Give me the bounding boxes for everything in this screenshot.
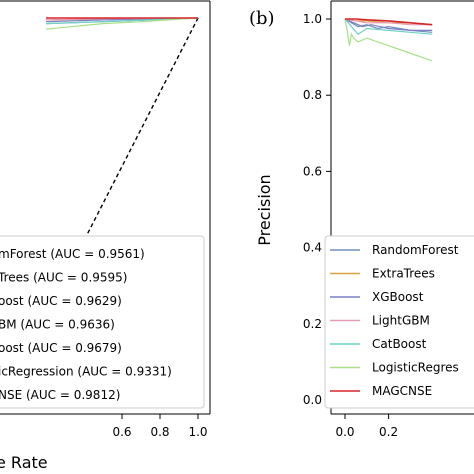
panel-b-y-tick-label-1: 0.0	[303, 393, 322, 407]
panel-b-series-line-7	[345, 18, 433, 26]
panel-b-y-tick-label-2: 0.2	[303, 317, 322, 331]
panel-a-x-tick-label-1: 0.6	[112, 425, 131, 439]
panel-b-label: (b)	[249, 8, 275, 29]
panel-a-legend-label-2: Trees (AUC = 0.9595)	[0, 271, 127, 285]
panel-a-x-tick-label-3: 1.0	[188, 425, 207, 439]
panel-b-y-tick-label-5: 0.8	[303, 88, 322, 102]
panel-a-x-tick-label-2: 0.8	[150, 425, 169, 439]
panel-b-series-line-5	[344, 18, 433, 35]
panel-b-legend-label-4: LightGBM	[372, 314, 430, 328]
panel-b-precision-chart: (b) Precision 0.00.20.40.60.81.00.0 0.2Ra…	[249, 0, 474, 439]
panel-b-y-axis-label: Precision	[255, 174, 274, 245]
panel-a-legend: mForest (AUC = 0.9561) Trees (AUC = 0.959…	[0, 235, 205, 409]
panel-b-legend-label-3: XGBoost	[372, 290, 424, 304]
panel-a-legend-label-1: mForest (AUC = 0.9561)	[0, 247, 145, 261]
panel-b-legend-label-5: CatBoost	[372, 337, 427, 351]
panel-a-roc-chart: e Rate 0.6 0.8 1.0 mForest (AUC = 0.9561) Tr…	[0, 0, 211, 472]
panel-b-legend-label-1: RandomForest	[372, 243, 459, 257]
panel-b-legend-frame	[324, 235, 474, 409]
panel-b-series-line-6	[344, 18, 433, 62]
panel-a-x-axis-label: e Rate	[0, 453, 48, 472]
panel-b-x-tick-label-1: 0.0	[335, 425, 354, 439]
panel-b-plot-area	[344, 18, 433, 62]
panel-b-series-line-4	[344, 18, 433, 26]
panel-b-legend-label-7: MAGCNSE	[372, 384, 432, 398]
panel-a-series-line-5	[45, 17, 199, 25]
panel-b-legend-label-2: ExtraTrees	[372, 267, 435, 281]
panel-b-series-line-3	[344, 18, 433, 31]
panel-b-y-tick-label-6: 1.0	[303, 12, 322, 26]
panel-a-legend-frame	[0, 235, 205, 409]
panel-a-plot-area	[7, 17, 199, 390]
panel-b-y-tick-label-3: 0.4	[303, 241, 322, 255]
panel-b-legend-label-6: LogisticRegres	[372, 361, 459, 375]
panel-a-legend-label-6: icRegression (AUC = 0.9331)	[0, 365, 172, 379]
panel-a-legend-label-4: BM (AUC = 0.9636)	[0, 318, 115, 332]
panel-a-legend-label-7: NSE (AUC = 0.9812)	[0, 388, 120, 402]
panel-b-x-tick-label-2: 0.2	[379, 425, 398, 439]
panel-a-legend-label-3: oost (AUC = 0.9629)	[0, 294, 122, 308]
panel-b-y-tick-label-4: 0.6	[303, 164, 322, 178]
panel-a-legend-label-5: oost (AUC = 0.9679)	[0, 341, 122, 355]
panel-a-series-line-6	[45, 17, 199, 30]
panel-b-legend: RandomForest ExtraTrees XGBoost LightGBM Cat…	[324, 235, 474, 409]
